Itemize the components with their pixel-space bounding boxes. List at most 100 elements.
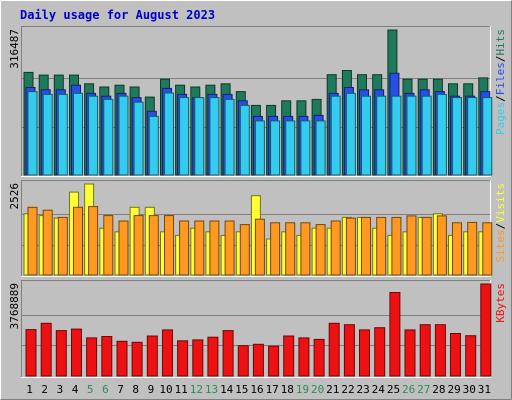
bar-kbytes-day-1	[25, 329, 37, 377]
bar-pages-day-4	[73, 92, 83, 176]
bar-sites-day-20	[315, 224, 326, 276]
bar-kbytes-day-23	[359, 329, 370, 377]
legend-item-kbytes: KBytes	[494, 283, 507, 323]
bar-pages-day-14	[224, 98, 235, 176]
panel-kbytes: 3768889 KBytes	[8, 280, 507, 378]
bar-sites-day-10	[164, 215, 174, 276]
bar-sites-day-1	[27, 206, 38, 276]
bar-pages-day-6	[103, 98, 114, 176]
bar-kbytes-day-9	[146, 335, 158, 377]
bar-sites-day-27	[421, 216, 432, 276]
y-max-label: 2526	[8, 183, 21, 210]
x-axis-day-labels: 1 2 3 4 5 6 7 8 9 10 11 12 13 14 15 16 17 18 19 20 21 22 23 24 2…	[26, 383, 491, 396]
bar-sites-day-24	[376, 216, 387, 276]
legend-sites-visits: Sites/Visits	[494, 183, 507, 263]
bar-kbytes-day-21	[328, 322, 340, 377]
bar-pages-day-21	[330, 95, 341, 176]
bar-pages-day-11	[179, 97, 190, 176]
legend-kbytes: KBytes	[494, 283, 507, 323]
day-label-2: 2	[41, 383, 48, 396]
day-label-18: 18	[281, 383, 294, 396]
bar-kbytes-day-2	[40, 322, 52, 377]
bar-pages-day-26	[406, 95, 417, 176]
series-kbytes	[25, 283, 492, 377]
day-label-21: 21	[326, 383, 339, 396]
bar-sites-day-11	[179, 220, 190, 276]
bar-sites-day-19	[300, 222, 311, 276]
bar-kbytes-day-20	[313, 338, 325, 377]
bar-pages-day-25	[391, 95, 402, 176]
bar-kbytes-day-17	[268, 345, 280, 377]
day-label-26: 26	[402, 383, 415, 396]
day-label-27: 27	[417, 383, 430, 396]
day-label-24: 24	[372, 383, 386, 396]
day-label-14: 14	[220, 383, 234, 396]
day-label-31: 31	[478, 383, 491, 396]
bar-pages-day-8	[133, 101, 144, 176]
bar-sites-day-15	[239, 224, 250, 276]
day-label-7: 7	[117, 383, 124, 396]
bar-sites-day-26	[406, 215, 417, 276]
bar-pages-day-7	[118, 95, 129, 176]
bar-sites-day-16	[254, 218, 265, 276]
legend-item-sites: Sites	[494, 229, 507, 262]
series-pages	[27, 91, 493, 176]
bar-kbytes-day-16	[252, 343, 264, 377]
bar-sites-day-2	[42, 209, 53, 276]
bar-sites-day-22	[345, 217, 356, 276]
bar-sites-day-4	[73, 206, 83, 276]
bar-sites-day-6	[103, 215, 114, 276]
bar-pages-day-23	[361, 95, 371, 176]
bar-kbytes-day-10	[162, 329, 173, 377]
bar-sites-day-8	[133, 215, 144, 276]
bar-pages-day-18	[285, 120, 296, 176]
day-label-8: 8	[132, 383, 139, 396]
day-label-28: 28	[432, 383, 445, 396]
bar-pages-day-2	[42, 93, 53, 176]
y-max-label: 3768889	[8, 283, 21, 329]
bar-kbytes-day-22	[343, 324, 355, 377]
bar-sites-day-25	[391, 216, 402, 276]
day-label-19: 19	[296, 383, 309, 396]
bar-pages-day-27	[421, 95, 432, 176]
legend-item-hits: Hits	[494, 29, 507, 56]
bar-kbytes-day-11	[177, 340, 189, 377]
bar-pages-day-16	[254, 120, 265, 176]
day-label-9: 9	[148, 383, 155, 396]
bar-pages-day-5	[88, 95, 99, 176]
bar-kbytes-day-31	[480, 283, 492, 377]
bar-sites-day-23	[361, 216, 371, 276]
bar-kbytes-day-18	[283, 335, 295, 377]
bar-sites-day-9	[148, 215, 159, 276]
series-sites	[27, 206, 493, 276]
day-label-6: 6	[102, 383, 109, 396]
day-label-5: 5	[87, 383, 94, 396]
day-label-3: 3	[57, 383, 64, 396]
legend-separator: /	[494, 223, 507, 230]
bar-pages-day-15	[239, 104, 250, 176]
chart-title: Daily usage for August 2023	[20, 8, 215, 22]
bar-kbytes-day-3	[55, 330, 67, 377]
day-label-22: 22	[341, 383, 354, 396]
bar-pages-day-19	[300, 120, 311, 176]
bar-pages-day-22	[345, 92, 356, 176]
bar-sites-day-18	[285, 222, 296, 276]
bar-sites-day-29	[452, 222, 462, 276]
day-label-17: 17	[266, 383, 279, 396]
bar-kbytes-day-19	[298, 337, 310, 377]
bar-pages-day-28	[436, 93, 447, 176]
bar-sites-day-21	[330, 220, 341, 276]
day-label-25: 25	[387, 383, 400, 396]
day-label-30: 30	[463, 383, 476, 396]
bar-sites-day-13	[209, 220, 220, 276]
day-label-29: 29	[447, 383, 460, 396]
bar-pages-day-31	[482, 97, 493, 176]
bar-kbytes-day-13	[207, 336, 219, 377]
legend-item-files: Files	[494, 62, 507, 95]
bar-kbytes-day-24	[374, 327, 386, 377]
legend-item-visits: Visits	[494, 183, 507, 223]
bar-pages-day-17	[270, 120, 281, 176]
bar-sites-day-31	[482, 222, 493, 276]
day-label-10: 10	[159, 383, 172, 396]
